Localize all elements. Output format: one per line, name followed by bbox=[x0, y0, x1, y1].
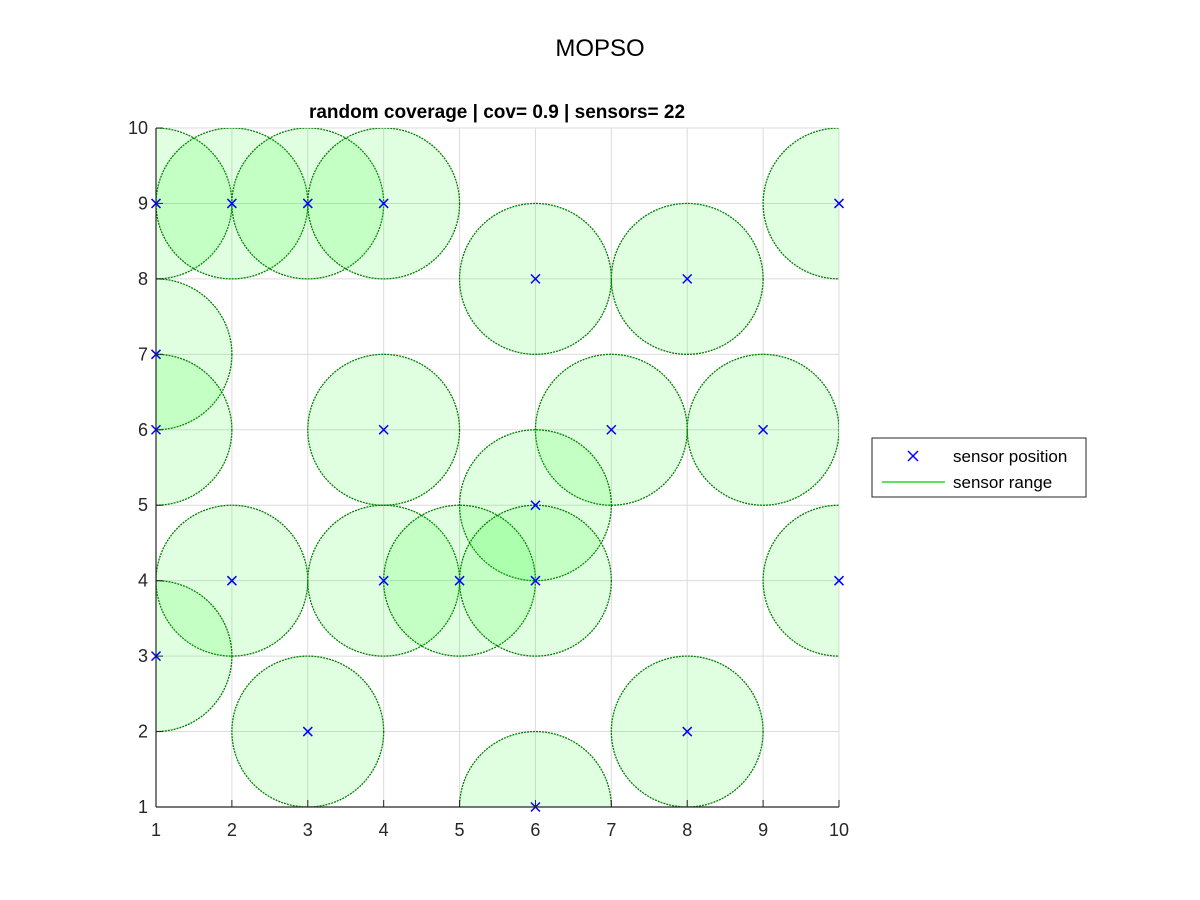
legend: sensor position sensor range bbox=[871, 437, 1087, 498]
sensor-position-marker bbox=[302, 726, 313, 737]
axes-title: random coverage | cov= 0.9 | sensors= 22 bbox=[309, 102, 685, 123]
x-tick-label: 10 bbox=[829, 820, 849, 840]
legend-box bbox=[871, 437, 1087, 498]
sensor-range-circle bbox=[762, 128, 839, 280]
sensor-range-circle bbox=[156, 278, 233, 431]
sensor-position-marker bbox=[378, 575, 389, 586]
axes-background bbox=[156, 128, 839, 807]
sensor-position-marker bbox=[226, 198, 237, 209]
sensor-position-marker bbox=[530, 500, 541, 511]
y-tick-label: 5 bbox=[138, 495, 148, 515]
legend-marker-icon bbox=[907, 450, 919, 462]
sensor-position-marker bbox=[682, 726, 693, 737]
sensor-position-marker bbox=[833, 575, 845, 586]
x-tick-label: 2 bbox=[227, 820, 237, 840]
y-tick-label: 4 bbox=[138, 571, 148, 591]
sensor-position-marker bbox=[530, 575, 541, 586]
x-tick-labels: 1 2 3 4 5 6 7 8 9 10 bbox=[151, 820, 849, 840]
y-tick-label: 3 bbox=[138, 646, 148, 666]
sensor-position-marker bbox=[758, 424, 769, 435]
x-tick-label: 3 bbox=[303, 820, 313, 840]
plot-area: 1 2 3 4 5 6 7 8 9 10 1 2 3 4 5 6 7 8 9 10 bbox=[128, 118, 849, 840]
x-tick-label: 1 bbox=[151, 820, 161, 840]
legend-label-sensor-range: sensor range bbox=[953, 473, 1052, 492]
legend-label-sensor-position: sensor position bbox=[953, 447, 1067, 466]
sensor-range-circle bbox=[156, 580, 233, 733]
sensor-position-marker bbox=[302, 198, 313, 209]
x-tick-label: 7 bbox=[606, 820, 616, 840]
x-tick-label: 8 bbox=[682, 820, 692, 840]
figure-title: MOPSO bbox=[555, 35, 644, 62]
y-tick-labels: 1 2 3 4 5 6 7 8 9 10 bbox=[128, 118, 148, 817]
y-tick-label: 2 bbox=[138, 722, 148, 742]
y-tick-label: 1 bbox=[138, 797, 148, 817]
sensor-position-marker bbox=[530, 273, 541, 284]
y-tick-label: 7 bbox=[138, 344, 148, 364]
sensor-position-marker bbox=[833, 198, 845, 209]
y-tick-label: 8 bbox=[138, 269, 148, 289]
y-tick-label: 9 bbox=[138, 193, 148, 213]
x-tick-label: 4 bbox=[379, 820, 389, 840]
sensor-position-marker bbox=[682, 273, 693, 284]
sensor-range-circle bbox=[156, 353, 233, 506]
x-tick-label: 9 bbox=[758, 820, 768, 840]
sensor-position-marker bbox=[606, 424, 617, 435]
y-tick-label: 10 bbox=[128, 118, 148, 138]
x-tick-label: 5 bbox=[455, 820, 465, 840]
axes-lines bbox=[155, 127, 840, 808]
sensor-position-marker bbox=[226, 575, 237, 586]
y-tick-label: 6 bbox=[138, 420, 148, 440]
sensor-range-circle bbox=[762, 504, 839, 657]
sensor-position-marker bbox=[454, 575, 465, 586]
sensor-position-marker bbox=[378, 198, 389, 209]
sensor-position-marker bbox=[378, 424, 389, 435]
x-tick-label: 6 bbox=[530, 820, 540, 840]
